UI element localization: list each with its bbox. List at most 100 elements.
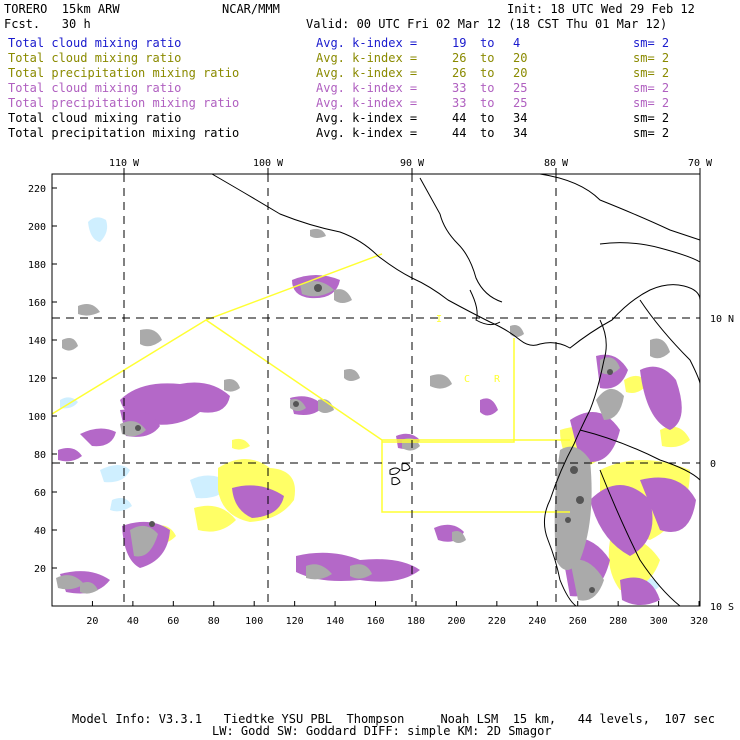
- legend-to: 34: [513, 126, 528, 140]
- legend-sm: sm= 2: [633, 111, 670, 125]
- x-tick-label: 20: [86, 616, 98, 627]
- legend-index: Avg. k-index =: [316, 51, 418, 65]
- y-tick-label: 20: [34, 564, 46, 575]
- cloud-patch-gray: [650, 338, 670, 359]
- coastline-path: [639, 299, 701, 385]
- legend-from: 33: [452, 81, 467, 95]
- legend-field: Total cloud mixing ratio: [8, 36, 182, 50]
- cloud-patch-gray: [430, 374, 452, 389]
- x-tick-label: 80: [208, 616, 220, 627]
- cloud-patch-gray: [452, 531, 466, 543]
- region-boxes: [51, 253, 570, 513]
- cloud-patch-gray: [306, 564, 332, 580]
- region-letter-r: R: [494, 374, 501, 385]
- coastline-path: [599, 469, 681, 607]
- cloud-fields: [56, 217, 696, 605]
- cloud-patch-purple: [620, 577, 660, 605]
- cloud-patch-gray: [554, 446, 592, 570]
- cloud-patch-yellow: [194, 505, 236, 532]
- island: [389, 467, 401, 475]
- legend-from: 26: [452, 66, 467, 80]
- y-tick-label: 80: [34, 450, 46, 461]
- y-tick-label: 200: [28, 222, 46, 233]
- init-time: Init: 18 UTC Wed 29 Feb 12: [507, 2, 695, 16]
- island: [391, 477, 401, 486]
- legend-from: 26: [452, 51, 467, 65]
- y-tick-label: 160: [28, 298, 46, 309]
- legend-index: Avg. k-index =: [316, 111, 418, 125]
- y-tick-label: 180: [28, 260, 46, 271]
- x-tick-label: 140: [326, 616, 344, 627]
- y-tick-label: 40: [34, 526, 46, 537]
- org-label: NCAR/MMM: [222, 2, 280, 16]
- latitude-labels: 10 N 0 10 S: [710, 314, 734, 613]
- longitude-label: 100 W: [253, 158, 284, 169]
- y-tick-label: 60: [34, 488, 46, 499]
- x-tick-label: 240: [528, 616, 546, 627]
- legend-to-word: to: [480, 51, 495, 65]
- legend-to: 25: [513, 96, 528, 110]
- valid-time: Valid: 00 UTC Fri 02 Mar 12 (18 CST Thu …: [306, 17, 668, 31]
- cloud-core: [314, 284, 322, 292]
- x-tick-label: 40: [127, 616, 139, 627]
- y-tick-label: 140: [28, 336, 46, 347]
- cloud-patch-gray: [78, 304, 100, 316]
- legend-field: Total precipitation mixing ratio: [8, 66, 240, 80]
- region-line: [381, 440, 570, 513]
- cloud-patch-gray: [570, 559, 604, 601]
- legend-to: 34: [513, 111, 528, 125]
- legend-field: Total cloud mixing ratio: [8, 111, 182, 125]
- y-axis: 20 40 60 80 100 120 140 160 180 200 220: [28, 184, 57, 575]
- legend-sm: sm= 2: [633, 66, 670, 80]
- coastline: [211, 173, 701, 607]
- longitude-label: 110 W: [109, 158, 140, 169]
- forecast-hour: Fcst. 30 h: [4, 17, 91, 31]
- longitude-label: 70 W: [688, 158, 713, 169]
- cloud-patch-purple: [80, 428, 116, 447]
- region-line: [382, 338, 515, 443]
- x-tick-label: 220: [488, 616, 506, 627]
- cloud-patch-gray: [600, 357, 620, 375]
- latitude-label: 0: [710, 459, 716, 470]
- x-tick-label: 320: [690, 616, 708, 627]
- y-tick-label: 220: [28, 184, 46, 195]
- latitude-label: 10 N: [710, 314, 734, 325]
- x-axis: 20 40 60 80 100 120 140 160 180 200 220 240 260 280 30…: [86, 601, 708, 627]
- physics-info: LW: Godd SW: Goddard DIFF: simple KM: 2D…: [212, 724, 552, 738]
- cloud-patch-gray: [318, 399, 334, 413]
- cloud-patch-purple: [232, 485, 284, 518]
- legend-field: Total precipitation mixing ratio: [8, 126, 240, 140]
- legend-to-word: to: [480, 36, 495, 50]
- legend-from: 44: [452, 111, 467, 125]
- x-tick-label: 200: [447, 616, 465, 627]
- legend-sm: sm= 2: [633, 51, 670, 65]
- x-tick-label: 180: [407, 616, 425, 627]
- region-line: [205, 319, 570, 441]
- x-tick-label: 120: [286, 616, 304, 627]
- legend-field: Total precipitation mixing ratio: [8, 96, 240, 110]
- cloud-patch-gray: [120, 421, 146, 437]
- coastline-path: [544, 319, 607, 607]
- cloud-patch-gray: [62, 338, 78, 351]
- x-tick-label: 100: [245, 616, 263, 627]
- cloud-patch-purple: [480, 398, 498, 416]
- longitude-labels: 110 W 100 W 90 W 80 W 70 W: [109, 158, 713, 174]
- region-letters: C R I: [436, 314, 501, 385]
- legend-index: Avg. k-index =: [316, 66, 418, 80]
- cloud-patch-purple: [640, 366, 682, 430]
- cloud-patch-gray: [130, 525, 158, 557]
- legend-from: 33: [452, 96, 467, 110]
- model-title: TORERO 15km ARW: [4, 2, 120, 16]
- cloud-patch-gray: [56, 575, 84, 590]
- cloud-patch-gray: [140, 329, 162, 347]
- graticule: [52, 174, 700, 606]
- latitude-label: 10 S: [710, 602, 734, 613]
- cloud-patch-light: [100, 465, 130, 483]
- x-tick-label: 260: [569, 616, 587, 627]
- cloud-patch-yellow: [232, 438, 250, 450]
- region-letter-i: I: [436, 314, 442, 325]
- cloud-patch-gray: [350, 564, 372, 579]
- cloud-patch-gray: [310, 228, 326, 238]
- legend-to: 4: [513, 36, 521, 50]
- cloud-core: [570, 466, 578, 474]
